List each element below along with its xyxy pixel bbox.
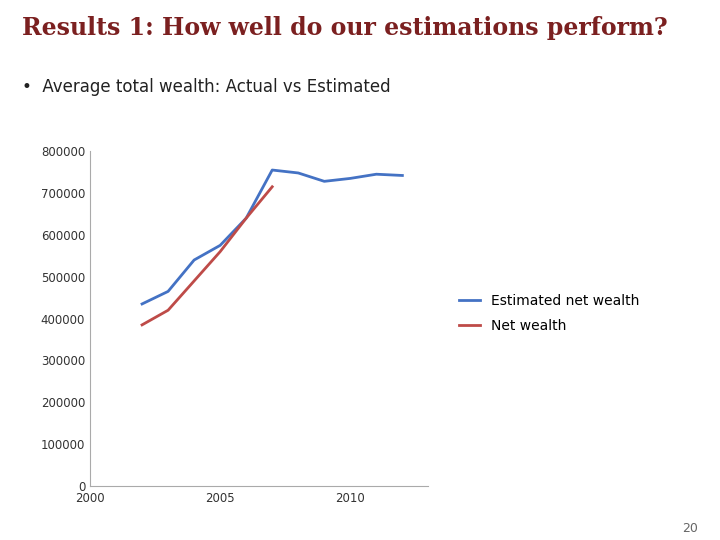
Legend: Estimated net wealth, Net wealth: Estimated net wealth, Net wealth [454,288,645,339]
Text: Results 1: How well do our estimations perform?: Results 1: How well do our estimations p… [22,16,667,40]
Text: 20: 20 [683,522,698,535]
Text: •  Average total wealth: Actual vs Estimated: • Average total wealth: Actual vs Estima… [22,78,390,96]
